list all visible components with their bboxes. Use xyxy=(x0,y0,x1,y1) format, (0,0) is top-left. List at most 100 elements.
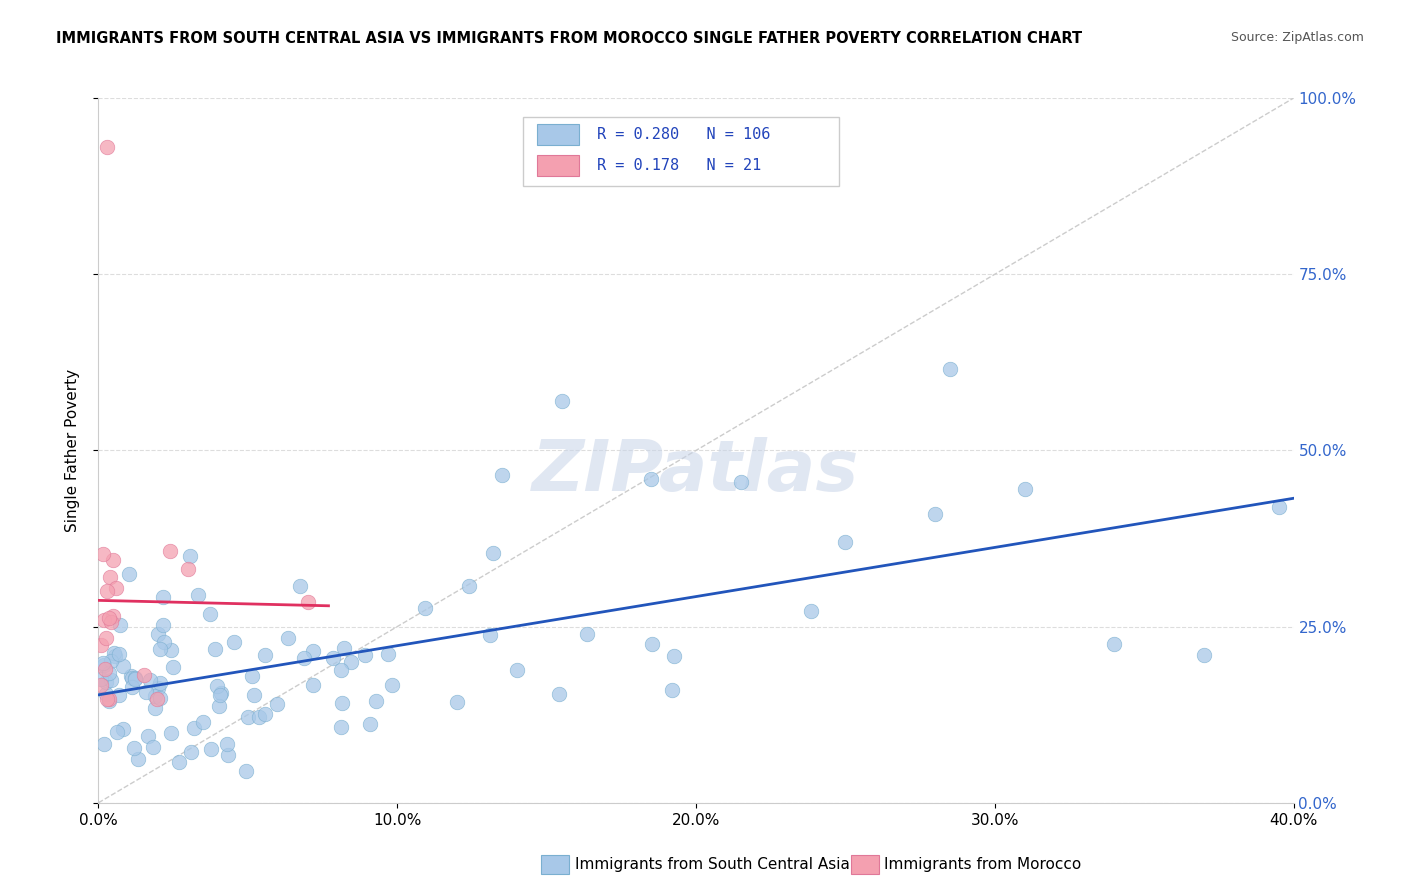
Point xyxy=(90,672,112,686)
Point xyxy=(322,651,344,665)
Point xyxy=(215,737,238,751)
Point xyxy=(152,591,174,605)
Point xyxy=(159,543,181,558)
Point xyxy=(136,729,159,743)
Point xyxy=(135,685,157,699)
Point xyxy=(200,607,222,621)
Point xyxy=(93,657,115,672)
Point xyxy=(641,637,664,651)
Point xyxy=(121,680,143,694)
Point xyxy=(152,618,174,632)
Point xyxy=(377,647,399,661)
Point xyxy=(169,755,191,769)
Point xyxy=(103,646,125,660)
Point xyxy=(149,676,172,690)
Point xyxy=(478,628,501,642)
Point xyxy=(100,654,122,668)
Point xyxy=(730,475,752,490)
Point xyxy=(142,739,165,754)
Point xyxy=(1014,482,1036,496)
Point xyxy=(177,561,200,575)
Point xyxy=(1267,500,1289,514)
Point xyxy=(124,671,146,685)
Point xyxy=(297,595,319,609)
Point xyxy=(217,747,239,762)
Point xyxy=(100,673,122,688)
Point xyxy=(277,632,299,646)
Point xyxy=(353,648,375,662)
Point xyxy=(146,691,169,706)
Text: IMMIGRANTS FROM SOUTH CENTRAL ASIA VS IMMIGRANTS FROM MOROCCO SINGLE FATHER POVE: IMMIGRANTS FROM SOUTH CENTRAL ASIA VS IM… xyxy=(56,31,1083,46)
Text: R = 0.280   N = 106: R = 0.280 N = 106 xyxy=(596,127,770,142)
Point xyxy=(139,673,162,687)
Point xyxy=(193,715,215,730)
Point xyxy=(800,604,823,618)
Point xyxy=(288,579,311,593)
Point xyxy=(97,611,120,625)
Point xyxy=(105,581,128,595)
Point xyxy=(179,549,201,563)
Point xyxy=(236,709,259,723)
Point xyxy=(96,140,118,154)
Point xyxy=(146,681,169,695)
Point xyxy=(640,472,662,486)
Point xyxy=(302,644,325,658)
Point xyxy=(149,691,172,706)
Point xyxy=(661,683,683,698)
Text: Immigrants from Morocco: Immigrants from Morocco xyxy=(884,857,1081,871)
Point xyxy=(146,626,169,640)
Point xyxy=(100,615,122,629)
Point xyxy=(662,648,685,663)
Point xyxy=(122,741,145,756)
Point xyxy=(253,648,276,662)
Point xyxy=(132,667,155,681)
Point xyxy=(413,601,436,615)
Text: R = 0.178   N = 21: R = 0.178 N = 21 xyxy=(596,158,761,173)
Point xyxy=(332,641,354,656)
Point xyxy=(98,692,121,706)
Point xyxy=(160,725,183,739)
Point xyxy=(329,720,352,734)
Point xyxy=(103,552,125,566)
Point xyxy=(482,546,505,560)
Point xyxy=(108,688,131,702)
Point xyxy=(91,657,114,671)
Point xyxy=(183,721,205,735)
Point xyxy=(96,687,118,701)
Point xyxy=(120,669,142,683)
Point xyxy=(96,631,118,645)
Bar xyxy=(537,124,579,145)
Point xyxy=(330,696,353,710)
Point xyxy=(359,716,381,731)
Point xyxy=(457,579,479,593)
Point xyxy=(446,695,468,709)
Point xyxy=(240,669,263,683)
Point xyxy=(366,694,388,708)
Text: ZIPatlas: ZIPatlas xyxy=(533,437,859,506)
Point xyxy=(112,722,135,736)
Bar xyxy=(537,154,579,176)
Point xyxy=(243,688,266,702)
Point xyxy=(118,566,141,581)
Point xyxy=(90,678,112,692)
Point xyxy=(939,362,962,376)
Point xyxy=(180,745,202,759)
Point xyxy=(96,691,118,706)
Point xyxy=(108,618,131,632)
Point xyxy=(924,507,946,521)
Point xyxy=(491,468,513,483)
Point xyxy=(292,651,315,665)
Y-axis label: Single Father Poverty: Single Father Poverty xyxy=(65,369,80,532)
Point xyxy=(98,665,121,680)
Point xyxy=(90,639,112,653)
Point xyxy=(235,764,257,778)
Point xyxy=(222,634,245,648)
Point xyxy=(1192,648,1215,662)
Point xyxy=(91,547,114,561)
Point xyxy=(506,663,529,677)
Point xyxy=(104,649,127,664)
Point xyxy=(208,698,231,713)
Point xyxy=(381,678,404,692)
Point xyxy=(124,672,146,686)
Point xyxy=(98,570,122,584)
